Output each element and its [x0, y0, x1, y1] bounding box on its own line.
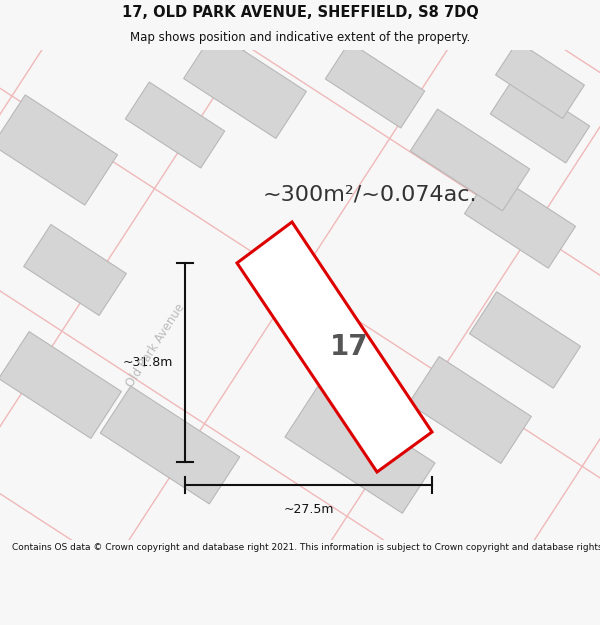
Text: Map shows position and indicative extent of the property.: Map shows position and indicative extent… [130, 31, 470, 44]
Text: Contains OS data © Crown copyright and database right 2021. This information is : Contains OS data © Crown copyright and d… [12, 542, 600, 551]
Polygon shape [496, 41, 584, 119]
Polygon shape [469, 292, 581, 388]
Polygon shape [0, 331, 121, 439]
Polygon shape [490, 77, 590, 163]
Polygon shape [100, 386, 240, 504]
Polygon shape [184, 31, 307, 139]
Polygon shape [237, 222, 432, 472]
Text: 17, OLD PARK AVENUE, SHEFFIELD, S8 7DQ: 17, OLD PARK AVENUE, SHEFFIELD, S8 7DQ [122, 5, 478, 20]
Polygon shape [410, 109, 530, 211]
Polygon shape [325, 42, 425, 128]
Text: ~300m²/~0.074ac.: ~300m²/~0.074ac. [263, 185, 477, 205]
Polygon shape [464, 172, 575, 268]
Text: ~27.5m: ~27.5m [283, 503, 334, 516]
Text: Old Park Avenue: Old Park Avenue [123, 301, 187, 389]
Text: 17: 17 [330, 333, 369, 361]
Polygon shape [125, 82, 225, 168]
Text: ~31.8m: ~31.8m [122, 356, 173, 369]
Polygon shape [23, 224, 127, 316]
Polygon shape [0, 95, 118, 205]
Polygon shape [409, 356, 532, 464]
Polygon shape [285, 387, 435, 513]
